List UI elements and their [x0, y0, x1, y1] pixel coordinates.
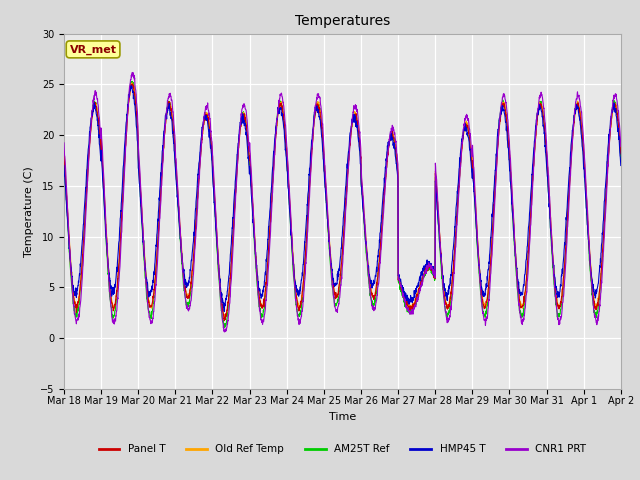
X-axis label: Time: Time: [329, 412, 356, 422]
Y-axis label: Temperature (C): Temperature (C): [24, 166, 35, 257]
Legend: Panel T, Old Ref Temp, AM25T Ref, HMP45 T, CNR1 PRT: Panel T, Old Ref Temp, AM25T Ref, HMP45 …: [94, 440, 590, 458]
Text: VR_met: VR_met: [70, 44, 116, 55]
Title: Temperatures: Temperatures: [295, 14, 390, 28]
